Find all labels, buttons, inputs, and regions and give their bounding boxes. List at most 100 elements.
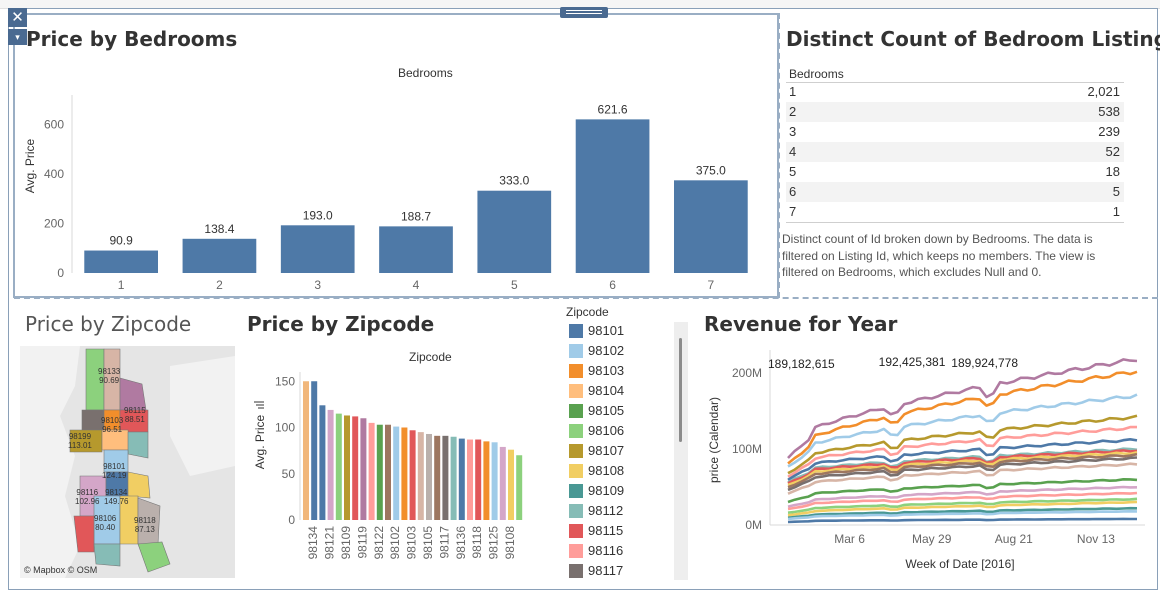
- revenue-series-line[interactable]: [787, 497, 1138, 514]
- zip-bar[interactable]: [327, 409, 334, 520]
- bedrooms-bar[interactable]: [674, 180, 748, 273]
- bedrooms-bar-label: 333.0: [499, 174, 529, 188]
- zip-bar[interactable]: [450, 436, 457, 520]
- zip-bar[interactable]: [491, 442, 498, 520]
- legend-scrollbar[interactable]: [674, 322, 688, 580]
- revenue-series-line[interactable]: [787, 517, 1137, 524]
- bedrooms-bar[interactable]: [477, 190, 552, 273]
- zip-x-tick: 98121: [323, 526, 337, 560]
- table-row[interactable]: 4 52: [786, 142, 1124, 162]
- zip-bar[interactable]: [335, 413, 342, 520]
- bedrooms-bar-label: 621.6: [598, 102, 628, 116]
- row-value: 18: [1105, 164, 1120, 179]
- bedrooms-x-tick: 2: [216, 278, 223, 292]
- drop-zone-divider-vertical: [778, 13, 780, 298]
- revenue-series-line[interactable]: [787, 414, 1138, 475]
- legend-label: 98115: [588, 523, 624, 538]
- zip-bar[interactable]: [508, 449, 514, 520]
- revenue-series-line[interactable]: [787, 485, 1138, 508]
- bedrooms-bar-chart: Avg. Price 0 200 400 600 90.9 1 138.4 2 193.0 3 18…: [23, 95, 748, 292]
- zip-bar[interactable]: [426, 433, 432, 520]
- revenue-series-line[interactable]: [787, 438, 1138, 481]
- table-row[interactable]: 3 239: [786, 122, 1124, 142]
- map-label: 98101 124.19: [102, 462, 127, 480]
- zip-bar[interactable]: [360, 418, 367, 520]
- map-title: Price by Zipcode: [25, 312, 192, 336]
- revenue-series-line[interactable]: [787, 510, 1138, 521]
- zip-bar[interactable]: [458, 438, 465, 520]
- zip-x-tick: 98134: [306, 526, 320, 560]
- zip-x-tick: 98108: [503, 526, 517, 560]
- table-row[interactable]: 2 538: [786, 102, 1124, 122]
- map-shapes: [20, 346, 235, 578]
- revenue-series-line[interactable]: [787, 393, 1138, 468]
- table-row[interactable]: 1 2,021: [786, 82, 1124, 102]
- zip-bar[interactable]: [467, 439, 473, 520]
- table-row[interactable]: 5 18: [786, 162, 1124, 182]
- legend-swatch: [569, 384, 583, 398]
- zipcode-map[interactable]: 98133 90.69 98115 88.51 98103 96.51 98199 11…: [20, 346, 235, 578]
- revenue-series-line[interactable]: [787, 358, 1138, 459]
- zip-bar[interactable]: [442, 435, 449, 520]
- zip-bar[interactable]: [417, 432, 424, 520]
- more-options-icon[interactable]: ▾: [8, 29, 27, 45]
- map-attribution[interactable]: © Mapbox © OSM: [24, 565, 98, 575]
- row-value: 239: [1098, 124, 1120, 139]
- row-key: 4: [789, 144, 797, 159]
- zip-bar[interactable]: [516, 455, 523, 520]
- zip-bar[interactable]: [319, 405, 326, 520]
- bedrooms-bar[interactable]: [379, 226, 453, 273]
- revenue-series-line[interactable]: [787, 370, 1138, 465]
- sort-descending-icon[interactable]: [254, 401, 264, 409]
- zip-bar[interactable]: [393, 426, 400, 520]
- legend-label: 98107: [588, 443, 625, 458]
- bedrooms-bar[interactable]: [84, 250, 158, 273]
- revenue-series-line[interactable]: [787, 478, 1138, 504]
- zip-bar[interactable]: [385, 424, 391, 520]
- table-header-rule: [786, 82, 1124, 83]
- zip-bar[interactable]: [409, 430, 416, 520]
- revenue-series-line[interactable]: [787, 462, 1138, 495]
- revenue-series-line[interactable]: [787, 491, 1138, 511]
- zip-bar[interactable]: [344, 415, 350, 520]
- zip-chart-header: Zipcode: [409, 350, 452, 364]
- revenue-series-line[interactable]: [787, 452, 1138, 489]
- revenue-series-line[interactable]: [787, 449, 1138, 485]
- revenue-series-line[interactable]: [787, 451, 1138, 487]
- revenue-series-line[interactable]: [787, 506, 1138, 520]
- map-label: 98103 96.51: [101, 416, 124, 434]
- row-value: 1: [1112, 204, 1120, 219]
- bedrooms-y-tick: 200: [44, 217, 64, 231]
- zip-bar[interactable]: [368, 422, 375, 520]
- close-icon[interactable]: ✕: [8, 8, 27, 27]
- bedrooms-bar[interactable]: [182, 238, 257, 273]
- legend-label: 98109: [588, 483, 625, 498]
- bedrooms-bar[interactable]: [280, 225, 355, 273]
- legend-swatch: [569, 344, 583, 358]
- zip-y-tick: 50: [282, 467, 296, 481]
- move-handle[interactable]: [560, 7, 608, 18]
- zip-y-axis-label: Avg. Price: [253, 414, 267, 469]
- revenue-series-line[interactable]: [787, 425, 1137, 478]
- zip-bar[interactable]: [401, 427, 408, 521]
- zip-bar[interactable]: [303, 381, 309, 520]
- zip-bar[interactable]: [434, 435, 441, 520]
- zip-bar[interactable]: [311, 381, 318, 520]
- bedrooms-bar[interactable]: [575, 119, 650, 273]
- revenue-series-line[interactable]: [787, 456, 1138, 492]
- legend-label: 98106: [588, 423, 625, 438]
- revenue-series-line[interactable]: [787, 500, 1138, 517]
- zip-bar[interactable]: [475, 439, 482, 520]
- bedrooms-chart-header: Bedrooms: [398, 66, 453, 80]
- legend-scroll-thumb[interactable]: [679, 338, 682, 442]
- zip-x-tick: 98119: [355, 526, 369, 559]
- revenue-annotation: 189,924,778: [951, 356, 1018, 370]
- zip-x-tick: 98136: [454, 526, 468, 560]
- zip-y-tick: 150: [275, 374, 295, 388]
- zip-bar[interactable]: [376, 424, 383, 520]
- zip-bar[interactable]: [352, 416, 359, 520]
- zip-bar[interactable]: [483, 441, 490, 520]
- zip-bar[interactable]: [499, 446, 506, 520]
